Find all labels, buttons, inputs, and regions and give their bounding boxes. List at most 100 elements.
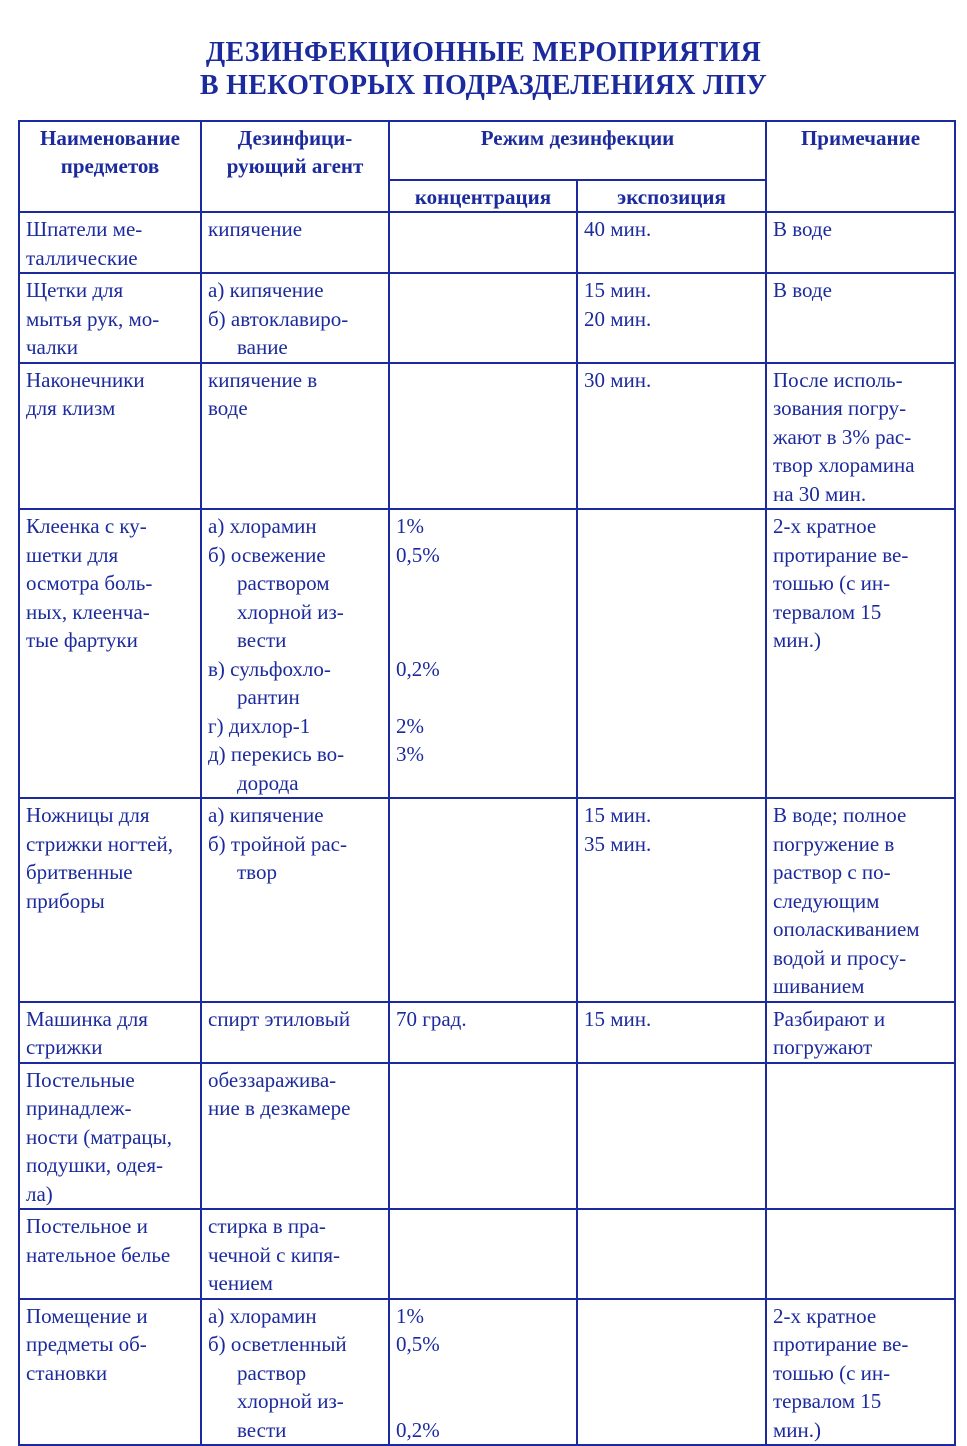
cell-line: Наконечники <box>26 367 145 392</box>
cell-agent: а) кипячение б) автоклавиро-вание <box>200 272 390 364</box>
cell-line: а) кипячение <box>208 278 324 302</box>
cell-line: Постельное и <box>26 1214 148 1238</box>
cell-line: 20 мин. <box>584 306 652 331</box>
cell-line: вести <box>237 1417 287 1442</box>
cell-line: воде <box>208 396 248 420</box>
cell-line: Клеенка с ку- <box>26 514 147 538</box>
cell-agent: а) хлорамин б) освежение раствором хлорной … <box>200 508 390 799</box>
cell-line: на 30 мин. <box>773 481 867 506</box>
cell-line: В воде <box>773 217 832 241</box>
cell-line <box>396 1359 570 1388</box>
cell-line: становки <box>26 1360 108 1385</box>
cell-exp: 30 мин. <box>576 361 767 510</box>
cell-line: тервалом 15 <box>773 599 882 624</box>
cell-line: спирт этиловый <box>208 1006 351 1031</box>
cell-line: кипячение <box>208 217 303 241</box>
cell-line: б) освежение <box>208 542 326 567</box>
cell-exp: 15 мин. 35 мин. <box>576 797 767 1003</box>
cell-line: д) перекись во- <box>208 742 345 766</box>
cell-line: ополаскиванием <box>773 917 920 941</box>
cell-line: нательное белье <box>26 1242 171 1267</box>
cell-line: б) осветленный <box>208 1332 347 1356</box>
cell-exp <box>576 1208 767 1300</box>
cell-line: Машинка для <box>26 1006 148 1031</box>
cell-line: ности (матрацы, <box>26 1124 173 1149</box>
cell-agent: кипячение <box>200 211 390 274</box>
cell-agent: обеззаражива-ние в дезкамере <box>200 1061 390 1210</box>
table-row: Машинка для стрижки спирт этиловый 70 град.… <box>18 1000 956 1064</box>
cell-line: б) тройной рас- <box>208 831 347 856</box>
cell-note: 2-х кратное протирание ве-тошью (с ин-тер… <box>765 508 956 799</box>
cell-conc: 1% 0,5% 0,2% 2% 3% <box>388 508 578 799</box>
cell-line: б) автоклавиро- <box>208 306 349 331</box>
cell-item: Ножницы для стрижки ногтей, бритвенные приб… <box>18 797 202 1003</box>
cell-agent: спирт этиловый <box>200 1000 390 1064</box>
table-row: Клеенка с ку-шетки для осмотра боль-ных, … <box>18 508 956 799</box>
cell-line: 2-х кратное <box>773 1303 877 1328</box>
cell-line <box>396 598 570 627</box>
cell-line: а) хлорамин <box>208 514 317 538</box>
cell-line: 0,5% <box>396 1332 440 1356</box>
cell-line: для клизм <box>26 396 116 420</box>
table-row: Помещение и предметы об-становки а) хлорам… <box>18 1297 956 1446</box>
cell-conc: 1% 0,5% 0,2% <box>388 1297 578 1446</box>
cell-line: Помещение и <box>26 1303 148 1328</box>
cell-agent: стирка в пра-чечной с кипя-чением <box>200 1208 390 1300</box>
cell-line: ние в дезкамере <box>208 1096 351 1120</box>
cell-line: чением <box>208 1271 273 1295</box>
cell-line: тервалом 15 <box>773 1389 882 1413</box>
cell-line: шетки для <box>26 542 119 567</box>
cell-note: После исполь-зования погру-жают в 3% рас… <box>765 361 956 510</box>
cell-line <box>396 626 570 655</box>
cell-line: предметы об- <box>26 1332 147 1356</box>
header-note: Примечание <box>765 120 956 213</box>
cell-conc <box>388 211 578 274</box>
cell-line: вание <box>237 335 288 359</box>
cell-line: мытья рук, мо- <box>26 306 160 331</box>
cell-line: мин.) <box>773 628 822 652</box>
cell-line: стирка в пра- <box>208 1214 326 1238</box>
cell-line: В воде <box>773 278 832 302</box>
header-agent-line: рующий агент <box>226 154 364 178</box>
cell-line: бритвенные <box>26 860 133 884</box>
header-agent-line: Дезинфици- <box>237 126 353 150</box>
disinfection-table: Наименование предметов Дезинфици- рующий… <box>18 120 956 1446</box>
cell-line: осмотра боль- <box>26 571 153 595</box>
document-title-line-2: В НЕКОТОРЫХ ПОДРАЗДЕЛЕНИЯХ ЛПУ <box>199 70 768 101</box>
cell-line: раствор с по- <box>773 860 891 884</box>
cell-line: твор хлорамина <box>773 453 915 477</box>
cell-line: подушки, одея- <box>26 1153 163 1177</box>
cell-exp: 40 мин. <box>576 211 767 274</box>
cell-line: тошью (с ин- <box>773 571 891 595</box>
cell-line <box>396 569 570 598</box>
cell-line: чалки <box>26 335 78 359</box>
cell-line: протирание ве- <box>773 542 909 567</box>
cell-line: раствором <box>237 571 330 595</box>
cell-line: тошью (с ин- <box>773 1360 891 1385</box>
header-agent: Дезинфици- рующий агент <box>200 120 390 213</box>
cell-line: 2-х кратное <box>773 514 877 538</box>
cell-note: В воде <box>765 211 956 274</box>
cell-agent: а) кипячение б) тройной рас-твор <box>200 797 390 1003</box>
cell-line: Разбирают и <box>773 1006 886 1031</box>
cell-line: г) дихлор-1 <box>208 713 311 738</box>
cell-exp: 15 мин. 20 мин. <box>576 272 767 364</box>
cell-line: зования погру- <box>773 396 907 420</box>
cell-item: Постельное и нательное белье <box>18 1208 202 1300</box>
cell-line: дорода <box>237 770 299 795</box>
table-row: Наконечники для клизм кипячение в воде 30 ми… <box>18 361 956 510</box>
cell-line: Шпатели ме- <box>26 217 143 241</box>
cell-line: хлорной из- <box>237 599 344 624</box>
header-row-1: Наименование предметов Дезинфици- рующий… <box>18 120 956 213</box>
cell-line: Щетки для <box>26 278 124 302</box>
cell-note <box>765 1061 956 1210</box>
cell-line: 0,5% <box>396 542 440 567</box>
cell-line: а) хлорамин <box>208 1303 317 1328</box>
cell-line: следующим <box>773 888 880 913</box>
cell-line: 0,2% <box>396 1417 440 1442</box>
cell-line: 30 мин. <box>584 367 652 392</box>
cell-line: мин.) <box>773 1417 822 1442</box>
cell-line <box>396 683 570 712</box>
cell-note: В воде; полное погружение в раствор с по-с… <box>765 797 956 1003</box>
cell-line: в) сульфохло- <box>208 656 331 681</box>
